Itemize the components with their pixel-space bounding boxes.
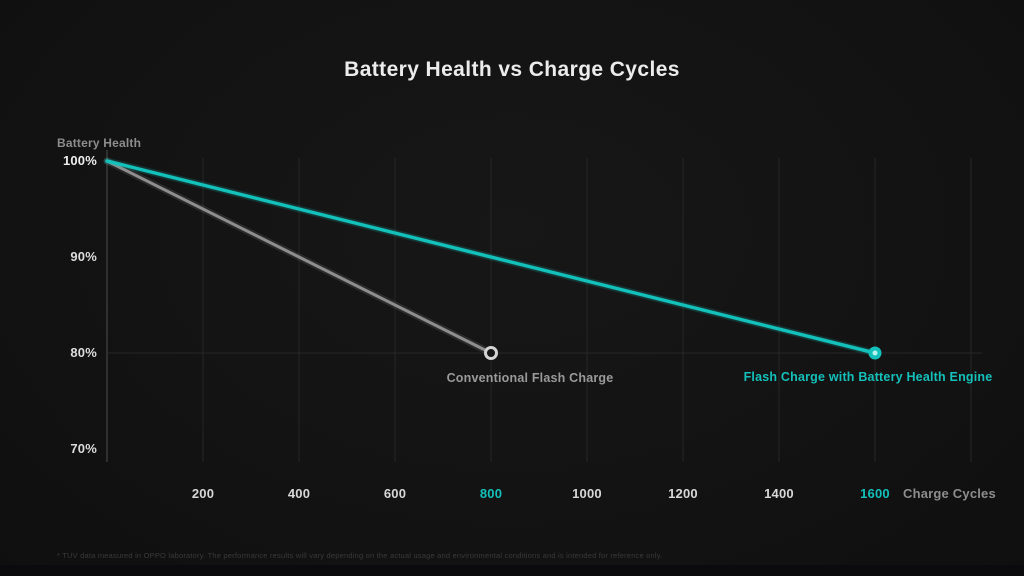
x-axis-title: Charge Cycles	[903, 486, 996, 501]
y-tick-label: 100%	[62, 153, 97, 168]
x-tick-label: 1200	[668, 486, 698, 501]
y-tick-label: 90%	[70, 249, 97, 264]
y-axis-title: Battery Health	[57, 136, 142, 150]
series-label-flash-charge-battery-health-engine: Flash Charge with Battery Health Engine	[743, 370, 993, 384]
series-line	[105, 159, 877, 355]
x-tick-label: 1400	[764, 486, 794, 501]
chart-title: Battery Health vs Charge Cycles	[344, 58, 680, 81]
x-tick-label: 400	[287, 486, 311, 501]
x-tick-label: 600	[383, 486, 407, 501]
y-tick-label: 70%	[70, 441, 97, 456]
series-line	[105, 159, 493, 355]
x-tick-label: 800	[479, 486, 503, 501]
x-tick-label: 1000	[572, 486, 602, 501]
y-tick-label: 80%	[70, 345, 97, 360]
endpoint-marker-ring	[484, 346, 498, 360]
endpoint-marker-center	[872, 350, 878, 356]
x-tick-label: 200	[191, 486, 215, 501]
x-tick-label: 1600	[860, 486, 890, 501]
footer-bar	[0, 565, 1024, 576]
disclaimer-footnote: * TUV data measured in OPPO laboratory. …	[57, 551, 663, 560]
series-label-conventional-flash-charge: Conventional Flash Charge	[446, 371, 614, 385]
